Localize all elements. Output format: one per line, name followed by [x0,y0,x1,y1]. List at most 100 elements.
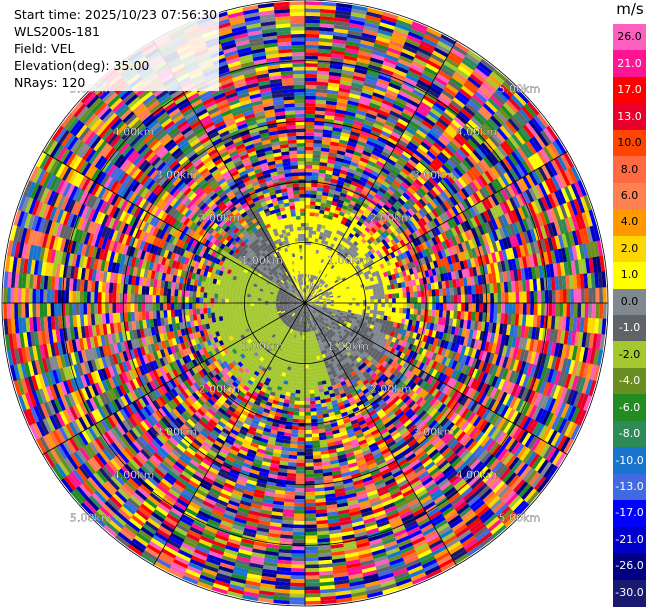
velocity-gate [379,170,389,179]
velocity-gate [311,168,320,173]
velocity-gate [393,68,408,78]
velocity-gate [416,147,427,157]
velocity-gate [364,18,381,26]
velocity-gate [405,161,416,171]
velocity-gate [324,177,332,183]
velocity-gate [383,57,398,66]
velocity-gate [428,303,433,310]
velocity-gate [313,465,323,470]
velocity-gate [351,209,358,215]
velocity-gate [395,121,408,130]
velocity-gate [380,67,395,76]
velocity-gate [453,295,458,304]
velocity-gate [415,50,431,61]
velocity-gate [364,116,376,124]
velocity-gate [342,201,350,207]
velocity-gate [319,30,334,36]
velocity-gate [409,308,414,315]
velocity-gate [315,198,322,203]
velocity-gate [380,290,385,296]
velocity-gate [318,41,333,47]
velocity-gate [305,263,308,267]
velocity-gate [305,295,307,300]
velocity-gate [371,170,380,178]
velocity-gate [329,251,335,256]
velocity-gate [395,97,408,106]
velocity-gate [376,140,387,148]
velocity-gate [399,115,411,124]
velocity-gate [350,180,359,187]
velocity-gate [435,288,440,297]
velocity-gate [392,165,402,174]
velocity-gate [392,128,404,137]
velocity-gate [308,289,311,293]
velocity-gate [314,125,324,130]
velocity-gate [402,308,407,314]
velocity-gate [406,34,423,45]
velocity-gate [361,32,378,40]
velocity-gate [380,102,393,111]
velocity-gate [323,229,329,234]
velocity-gate [353,150,363,158]
velocity-gate [599,287,604,304]
velocity-gate [304,593,321,598]
velocity-gate [330,178,339,184]
velocity-gate [365,74,379,82]
velocity-gate [355,305,360,309]
velocity-gate [304,437,313,442]
velocity-gate [415,82,430,93]
velocity-gate [306,263,310,267]
velocity-gate [386,158,397,166]
velocity-gate [401,48,417,58]
velocity-gate [314,212,320,217]
velocity-gate [339,253,344,258]
velocity-gate [392,179,402,188]
velocity-gate [417,290,422,298]
velocity-gate [429,107,443,118]
velocity-gate [331,46,346,52]
velocity-gate [346,206,354,213]
velocity-gate [449,310,454,319]
velocity-gate [305,226,310,231]
velocity-gate [301,357,305,362]
velocity-gate [332,35,348,41]
velocity-gate [370,129,381,138]
velocity-gate [326,233,332,239]
velocity-gate [304,451,313,456]
velocity-gate [321,143,331,149]
velocity-gate [479,293,484,304]
velocity-gate [309,270,312,275]
velocity-gate [305,143,314,147]
velocity-gate [304,524,317,529]
velocity-gate [319,270,324,275]
velocity-gate [305,212,310,216]
velocity-gate [317,183,324,189]
velocity-gate [307,259,310,264]
velocity-gate [310,263,314,268]
velocity-gate [309,397,316,401]
velocity-gate [321,263,325,268]
velocity-gate [355,211,363,218]
velocity-gate [316,374,321,379]
velocity-gate [329,235,335,240]
velocity-gate [343,118,355,124]
velocity-gate [380,130,392,138]
velocity-gate [320,154,329,160]
velocity-gate [305,230,309,234]
velocity-gate [393,26,410,35]
velocity-gate [366,303,371,307]
velocity-gate [319,266,324,271]
velocity-gate [366,179,375,187]
velocity-gate [472,294,476,304]
velocity-gate [410,297,415,304]
velocity-gate [355,167,365,174]
velocity-gate [490,293,495,304]
velocity-gate [508,292,513,304]
velocity-gate [371,95,384,103]
velocity-gate [332,252,337,258]
velocity-gate [310,356,315,361]
velocity-gate [437,70,452,81]
velocity-gate [374,303,378,307]
velocity-gate [346,145,356,151]
velocity-gate [403,297,407,304]
